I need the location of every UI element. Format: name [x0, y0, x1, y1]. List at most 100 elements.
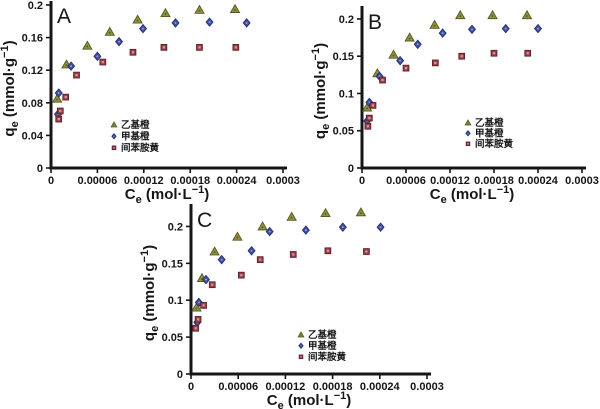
legend-item: 甲基橙 — [111, 131, 150, 143]
y-tick-label: 0.05 — [162, 332, 183, 344]
data-point-triangle — [429, 19, 440, 29]
x-tick-label: 0.00024 — [518, 175, 559, 187]
data-point-diamond — [265, 226, 274, 237]
data-point-square — [99, 58, 107, 66]
x-tick-label: 0.00024 — [217, 175, 258, 187]
legend-label: 乙基橙 — [308, 329, 337, 341]
legend-item: 乙基橙 — [297, 329, 337, 341]
data-point-triangle — [82, 40, 93, 50]
legend-square-icon — [111, 145, 117, 151]
y-tick-label: 0.15 — [333, 51, 354, 63]
data-point-diamond — [467, 24, 477, 35]
data-point-diamond — [205, 17, 214, 27]
x-tick-label: 0.00006 — [218, 381, 258, 393]
legend-label: 甲基橙 — [475, 128, 504, 140]
data-point-square — [62, 93, 70, 101]
x-axis-title: Ce (mol·L−1) — [125, 184, 210, 206]
data-point-diamond — [413, 39, 422, 50]
y-tick-label: 0.12 — [22, 65, 43, 77]
x-axis-title: Ce (mol·L−1) — [430, 184, 515, 206]
series-triangle — [51, 3, 241, 103]
data-point-diamond — [67, 61, 76, 71]
x-tick-label: 0.00006 — [78, 175, 118, 187]
y-axis-title: qe (mmol·g−1) — [0, 40, 21, 136]
data-point-triangle — [132, 14, 143, 24]
y-tick-label: 0.2 — [28, 0, 43, 12]
data-point-diamond — [247, 245, 256, 256]
legend-item: 间苯胺黄 — [465, 138, 514, 150]
legend-label: 甲基橙 — [308, 340, 337, 352]
data-point-diamond — [201, 274, 210, 285]
series-square — [192, 247, 370, 332]
x-tick-label: 0.0003 — [565, 175, 599, 187]
panel-c-chart: 0 0.00006 0.00012 0.00018 0.00024 0.0003 0 0.05… — [139, 204, 444, 409]
legend-item: 乙基橙 — [110, 119, 150, 131]
data-point-square — [73, 71, 80, 79]
series-diamond — [53, 17, 251, 120]
data-point-square — [363, 248, 370, 255]
legend-diamond-icon — [465, 130, 471, 137]
legend-square-icon — [298, 354, 304, 360]
data-point-square — [129, 48, 137, 56]
data-point-square — [402, 64, 410, 72]
data-point-square — [364, 122, 372, 130]
legend-label: 间苯胺黄 — [121, 142, 160, 154]
panel-b-chart: 0 0.00006 0.00012 0.00018 0.00024 0.0003 0 0.05… — [310, 6, 599, 206]
data-point-square — [369, 102, 377, 109]
data-point-square — [431, 59, 439, 67]
y-tick-label: 0.08 — [22, 98, 43, 110]
y-axis-title: qe (mmol·g−1) — [310, 43, 332, 139]
x-tick-label: 0.0003 — [410, 381, 444, 393]
data-point-diamond — [194, 297, 203, 308]
legend-triangle-icon — [464, 119, 472, 126]
data-point-square — [200, 302, 207, 309]
data-point-square — [365, 114, 373, 122]
data-point-triangle — [191, 302, 202, 312]
x-tick-label: 0.00018 — [170, 175, 210, 187]
x-tick-label: 0.00012 — [266, 381, 306, 393]
data-point-square — [232, 44, 240, 51]
legend-diamond-icon — [111, 133, 117, 140]
data-point-diamond — [301, 225, 310, 235]
x-tick-label: 0.00018 — [313, 381, 353, 393]
legend-item: 甲基橙 — [298, 340, 337, 352]
y-tick-label: 0.15 — [162, 258, 183, 270]
data-point-triangle — [160, 7, 171, 18]
legend-label: 乙基橙 — [475, 117, 504, 129]
x-tick-label: 0.00024 — [360, 381, 401, 393]
legend-item: 乙基橙 — [464, 117, 504, 129]
y-tick-label: 0.04 — [22, 130, 44, 142]
data-point-square — [524, 49, 532, 57]
data-point-triangle — [404, 32, 415, 42]
data-point-triangle — [320, 207, 331, 218]
data-point-triangle — [194, 4, 205, 14]
data-point-square — [194, 316, 202, 323]
data-point-diamond — [338, 222, 347, 232]
legend-item: 甲基橙 — [465, 128, 504, 140]
data-point-triangle — [355, 207, 367, 217]
data-point-diamond — [217, 254, 226, 265]
y-tick-label: 0.2 — [168, 221, 183, 233]
data-point-triangle — [209, 246, 220, 256]
y-tick-label: 0.05 — [333, 126, 354, 138]
series-diamond — [193, 222, 385, 328]
x-tick-label: 0.00012 — [124, 175, 164, 187]
legend-diamond-icon — [298, 342, 304, 350]
x-axis-title: Ce (mol·L−1) — [267, 390, 352, 409]
y-tick-label: 0.1 — [168, 295, 183, 307]
data-point-square — [56, 107, 64, 115]
legend-triangle-icon — [110, 121, 118, 128]
legend-square-icon — [465, 141, 471, 147]
data-point-diamond — [93, 51, 102, 62]
data-point-square — [192, 324, 200, 332]
series-square — [364, 49, 532, 130]
y-tick-label: 0 — [37, 163, 43, 175]
panel-letter: B — [368, 11, 382, 34]
legend-item: 间苯胺黄 — [298, 351, 347, 363]
data-point-square — [237, 271, 245, 279]
data-point-square — [55, 115, 63, 123]
x-tick-label: 0.0003 — [266, 175, 300, 187]
